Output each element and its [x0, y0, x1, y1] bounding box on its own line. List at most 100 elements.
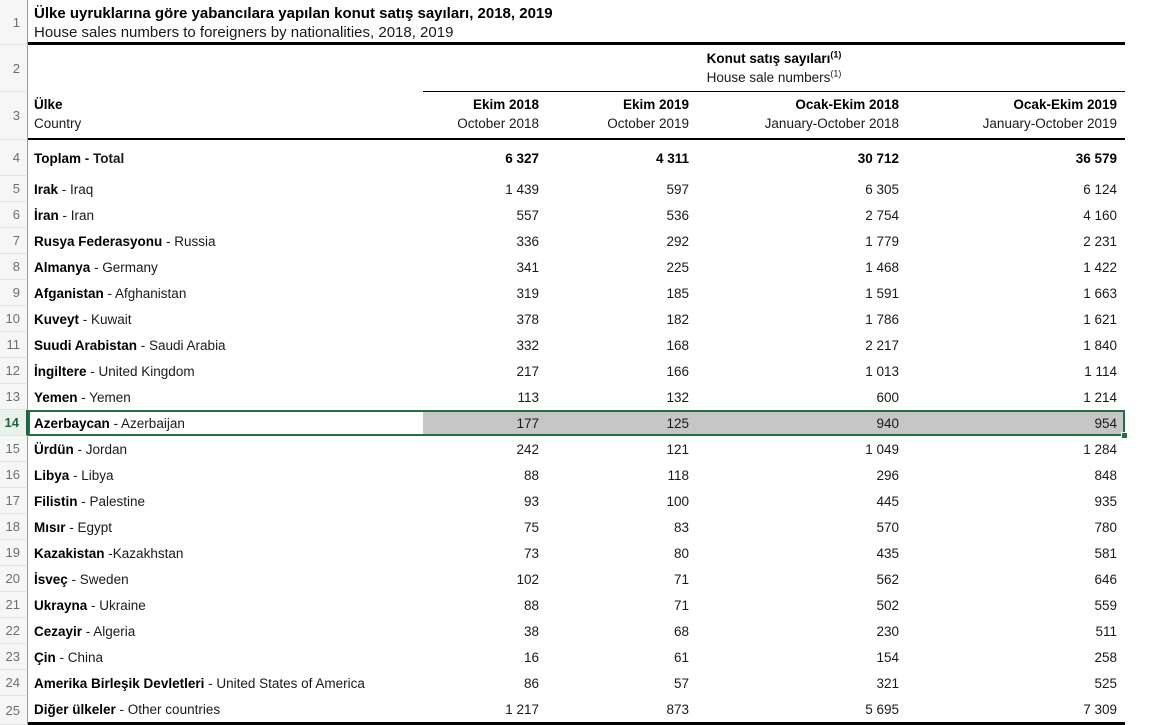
value-cell[interactable]: 557 — [516, 207, 539, 223]
row-header-1[interactable]: 1 — [0, 0, 28, 45]
country-cell[interactable]: İsveç - Sweden — [28, 566, 423, 592]
country-column-header[interactable]: Ülke Country — [28, 95, 423, 138]
row-header-15[interactable]: 15 — [0, 436, 28, 462]
value-cell[interactable]: 113 — [517, 389, 539, 405]
value-cell[interactable]: 525 — [1094, 675, 1117, 691]
value-cell[interactable]: 1 013 — [865, 363, 899, 379]
group-header-cell[interactable]: Konut satış sayıları(1) House sale numbe… — [423, 45, 1125, 92]
value-cell[interactable]: 88 — [523, 467, 539, 483]
value-cell[interactable]: 4 311 — [655, 150, 689, 166]
country-cell[interactable]: Suudi Arabistan - Saudi Arabia — [28, 332, 423, 358]
row-header-12[interactable]: 12 — [0, 358, 28, 384]
row-header-10[interactable]: 10 — [0, 306, 28, 332]
value-cell[interactable]: 1 779 — [865, 233, 899, 249]
value-cell[interactable]: 1 422 — [1083, 259, 1117, 275]
row-header-9[interactable]: 9 — [0, 280, 28, 306]
value-cell[interactable]: 6 305 — [865, 181, 899, 197]
value-cell[interactable]: 319 — [516, 285, 539, 301]
row-header-16[interactable]: 16 — [0, 462, 28, 488]
fill-handle[interactable] — [1121, 432, 1128, 439]
value-cell[interactable]: 154 — [876, 649, 899, 665]
value-cell[interactable]: 378 — [516, 311, 539, 327]
row-header-3[interactable]: 3 — [0, 92, 28, 140]
column-header-jan-oct-2019[interactable]: Ocak-Ekim 2019 January-October 2019 — [907, 95, 1125, 138]
value-cell[interactable]: 559 — [1094, 597, 1117, 613]
country-cell[interactable]: Kuveyt - Kuwait — [28, 306, 423, 332]
value-cell[interactable]: 332 — [516, 337, 539, 353]
country-cell[interactable]: Rusya Federasyonu - Russia — [28, 228, 423, 254]
row-header-6[interactable]: 6 — [0, 202, 28, 228]
value-cell[interactable]: 38 — [523, 623, 539, 639]
value-cell[interactable]: 1 439 — [505, 181, 539, 197]
row-header-18[interactable]: 18 — [0, 514, 28, 540]
value-cell[interactable]: 177 — [423, 410, 547, 436]
value-cell[interactable]: 71 — [673, 571, 689, 587]
value-cell[interactable]: 73 — [523, 545, 539, 561]
value-cell[interactable]: 75 — [523, 519, 539, 535]
row-header-22[interactable]: 22 — [0, 618, 28, 644]
country-cell[interactable]: Afganistan - Afghanistan — [28, 280, 423, 306]
country-cell[interactable]: Cezayir - Algeria — [28, 618, 423, 644]
row-header-24[interactable]: 24 — [0, 670, 28, 696]
value-cell[interactable]: 217 — [516, 363, 539, 379]
column-header-oct-2018[interactable]: Ekim 2018 October 2018 — [423, 95, 547, 138]
row-header-7[interactable]: 7 — [0, 228, 28, 254]
value-cell[interactable]: 780 — [1094, 519, 1117, 535]
row-header-25[interactable]: 25 — [0, 696, 28, 725]
value-cell[interactable]: 185 — [666, 285, 689, 301]
value-cell[interactable]: 536 — [666, 207, 689, 223]
value-cell[interactable]: 511 — [1095, 623, 1117, 639]
value-cell[interactable]: 118 — [667, 467, 689, 483]
row-header-11[interactable]: 11 — [0, 332, 28, 358]
title-cell[interactable]: Ülke uyruklarına göre yabancılara yapıla… — [28, 0, 1125, 45]
country-cell[interactable]: Ukrayna - Ukraine — [28, 592, 423, 618]
row-header-14[interactable]: 14 — [0, 410, 28, 436]
value-cell[interactable]: 61 — [673, 649, 689, 665]
value-cell[interactable]: 6 327 — [505, 150, 539, 166]
country-cell[interactable]: Diğer ülkeler - Other countries — [28, 696, 423, 722]
country-cell[interactable]: Azerbaycan - Azerbaijan — [28, 410, 423, 436]
row-header-20[interactable]: 20 — [0, 566, 28, 592]
value-cell[interactable]: 93 — [523, 493, 539, 509]
value-cell[interactable]: 225 — [666, 259, 689, 275]
value-cell[interactable]: 121 — [666, 441, 689, 457]
value-cell[interactable]: 125 — [547, 410, 697, 436]
value-cell[interactable]: 502 — [876, 597, 899, 613]
value-cell[interactable]: 30 712 — [857, 150, 899, 166]
value-cell[interactable]: 1 840 — [1083, 337, 1117, 353]
value-cell[interactable]: 2 231 — [1083, 233, 1117, 249]
value-cell[interactable]: 83 — [673, 519, 689, 535]
value-cell[interactable]: 16 — [523, 649, 539, 665]
value-cell[interactable]: 86 — [523, 675, 539, 691]
value-cell[interactable]: 230 — [876, 623, 899, 639]
value-cell[interactable]: 168 — [666, 337, 689, 353]
column-header-jan-oct-2018[interactable]: Ocak-Ekim 2018 January-October 2018 — [697, 95, 907, 138]
country-cell[interactable]: Yemen - Yemen — [28, 384, 423, 410]
value-cell[interactable]: 341 — [516, 259, 539, 275]
country-cell[interactable]: Libya - Libya — [28, 462, 423, 488]
country-cell[interactable]: Toplam - Total — [28, 140, 423, 176]
country-cell[interactable]: Filistin - Palestine — [28, 488, 423, 514]
value-cell[interactable]: 80 — [673, 545, 689, 561]
country-cell[interactable]: Mısır - Egypt — [28, 514, 423, 540]
value-cell[interactable]: 6 124 — [1083, 181, 1117, 197]
row-header-17[interactable]: 17 — [0, 488, 28, 514]
value-cell[interactable]: 102 — [516, 571, 539, 587]
country-cell[interactable]: Ürdün - Jordan — [28, 436, 423, 462]
value-cell[interactable]: 1 284 — [1083, 441, 1117, 457]
value-cell[interactable]: 132 — [666, 389, 689, 405]
value-cell[interactable]: 597 — [666, 181, 689, 197]
value-cell[interactable]: 258 — [1094, 649, 1117, 665]
value-cell[interactable]: 292 — [666, 233, 689, 249]
value-cell[interactable]: 36 579 — [1075, 150, 1117, 166]
value-cell[interactable]: 182 — [666, 311, 689, 327]
column-header-oct-2019[interactable]: Ekim 2019 October 2019 — [547, 95, 697, 138]
row-header-13[interactable]: 13 — [0, 384, 28, 410]
value-cell[interactable]: 940 — [697, 410, 907, 436]
value-cell[interactable]: 1 591 — [865, 285, 899, 301]
value-cell[interactable]: 2 217 — [865, 337, 899, 353]
value-cell[interactable]: 646 — [1094, 571, 1117, 587]
value-cell[interactable]: 435 — [876, 545, 899, 561]
row-header-8[interactable]: 8 — [0, 254, 28, 280]
value-cell[interactable]: 166 — [666, 363, 689, 379]
